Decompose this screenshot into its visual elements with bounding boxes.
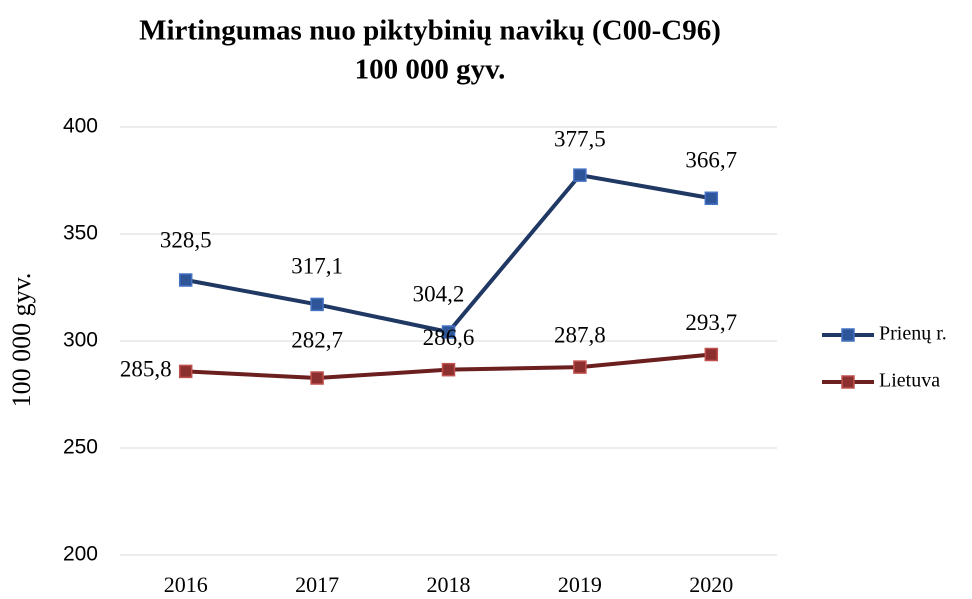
data-label: 304,2 (413, 281, 465, 306)
data-label: 377,5 (554, 126, 606, 151)
y-tick-label: 200 (63, 543, 98, 566)
marker (573, 360, 587, 374)
x-tick-label: 2016 (164, 572, 208, 597)
y-axis-label: 100 000 gyv. (7, 273, 36, 408)
data-label: 366,7 (685, 148, 737, 173)
data-label: 317,1 (291, 254, 343, 279)
marker (441, 362, 456, 377)
x-tick-label: 2017 (295, 572, 339, 597)
data-label: 282,7 (291, 327, 343, 352)
chart-subtitle: 100 000 gyv. (355, 54, 506, 86)
x-tick-label: 2019 (558, 572, 602, 597)
series-line (185, 172, 712, 335)
data-label: 287,8 (554, 322, 606, 347)
legend-label: Lietuva (879, 370, 940, 392)
marker (178, 273, 193, 287)
marker (310, 371, 324, 385)
data-label: 286,6 (423, 325, 475, 350)
y-tick-label: 250 (63, 436, 98, 459)
y-tick-label: 300 (63, 329, 98, 352)
x-tick-label: 2018 (427, 572, 471, 597)
marker (441, 325, 456, 339)
legend-label: Prienų r. (879, 323, 947, 345)
marker (704, 347, 719, 362)
legend-marker (841, 375, 855, 389)
marker (573, 168, 587, 182)
legend-marker (841, 328, 855, 342)
data-label: 293,7 (685, 310, 737, 335)
marker (310, 297, 324, 312)
y-tick-label: 350 (63, 222, 98, 245)
data-label: 328,5 (160, 227, 212, 252)
y-tick-label: 400 (63, 115, 98, 138)
chart-title: Mirtingumas nuo piktybinių navikų (C00-C… (139, 15, 721, 47)
marker (178, 364, 193, 379)
data-label: 285,8 (120, 357, 172, 382)
x-tick-label: 2020 (689, 572, 733, 597)
marker (704, 191, 719, 206)
